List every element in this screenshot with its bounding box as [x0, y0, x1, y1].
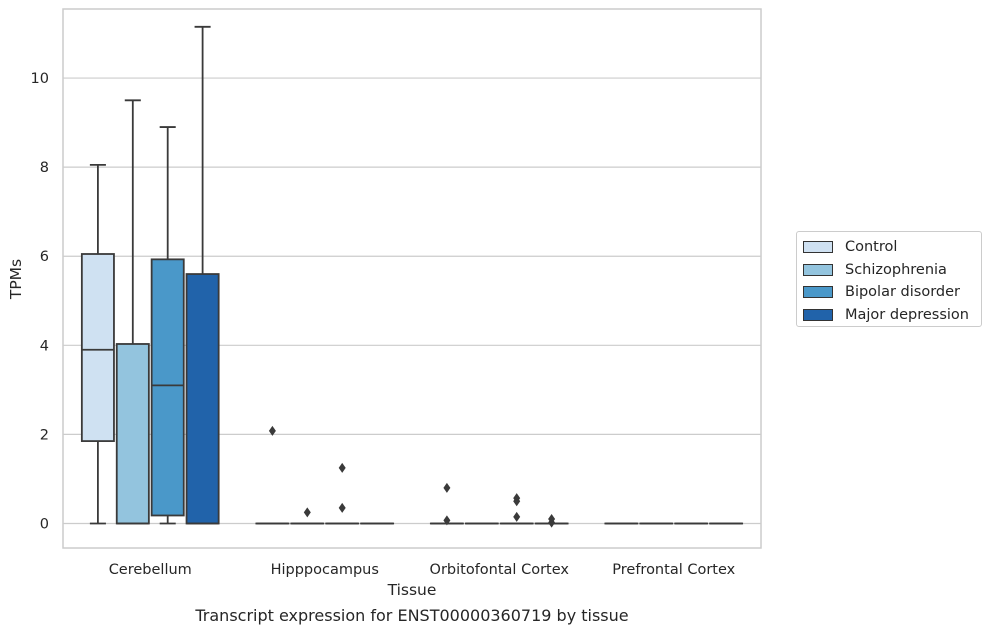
box-control	[256, 426, 288, 524]
x-axis-label: Tissue	[387, 581, 437, 599]
legend-swatch-bipolar-disorder	[803, 286, 833, 298]
box-major-depression	[187, 27, 219, 524]
box-control	[431, 483, 463, 526]
legend-swatch-control	[803, 241, 833, 253]
x-tick-label: Prefrontal Cortex	[612, 562, 735, 578]
y-tick-label: 10	[31, 71, 49, 87]
box-body	[117, 344, 149, 524]
outlier-point	[339, 503, 346, 513]
box-bipolar-disorder	[326, 463, 358, 524]
legend-swatch-schizophrenia	[803, 264, 833, 276]
box-body	[187, 274, 219, 523]
box-bipolar-disorder	[152, 127, 184, 523]
outlier-point	[339, 463, 346, 473]
box-bipolar-disorder	[501, 493, 533, 523]
y-tick-label: 2	[40, 427, 49, 443]
legend-label: Major depression	[845, 307, 969, 323]
x-tick-label: Cerebellum	[109, 562, 192, 578]
outlier-point	[304, 507, 311, 517]
y-tick-label: 4	[40, 338, 49, 354]
box-schizophrenia	[291, 507, 323, 523]
box-body	[82, 254, 114, 441]
x-tick-label: Hipppocampus	[271, 562, 379, 578]
legend-swatch-major-depression	[803, 309, 833, 321]
legend-item-bipolar-disorder: Bipolar disorder	[803, 281, 981, 304]
boxes	[82, 27, 742, 528]
legend-label: Control	[845, 239, 897, 255]
y-tick-label: 6	[40, 249, 49, 265]
y-tick-label: 8	[40, 160, 49, 176]
legend-item-schizophrenia: Schizophrenia	[803, 259, 981, 282]
legend: Control Schizophrenia Bipolar disorder M…	[796, 231, 982, 327]
outlier-point	[443, 483, 450, 493]
legend-item-control: Control	[803, 236, 981, 259]
x-tick-label: Orbitofontal Cortex	[430, 562, 570, 578]
legend-item-major-depression: Major depression	[803, 304, 981, 327]
y-axis-label: TPMs	[7, 259, 25, 300]
legend-label: Schizophrenia	[845, 262, 947, 278]
legend-label: Bipolar disorder	[845, 284, 960, 300]
y-tick-label: 0	[40, 517, 49, 533]
box-schizophrenia	[117, 100, 149, 523]
box-control	[82, 165, 114, 524]
chart-title: Transcript expression for ENST0000036071…	[194, 606, 628, 625]
outlier-point	[513, 512, 520, 522]
box-body	[152, 259, 184, 515]
box-major-depression	[536, 514, 568, 528]
